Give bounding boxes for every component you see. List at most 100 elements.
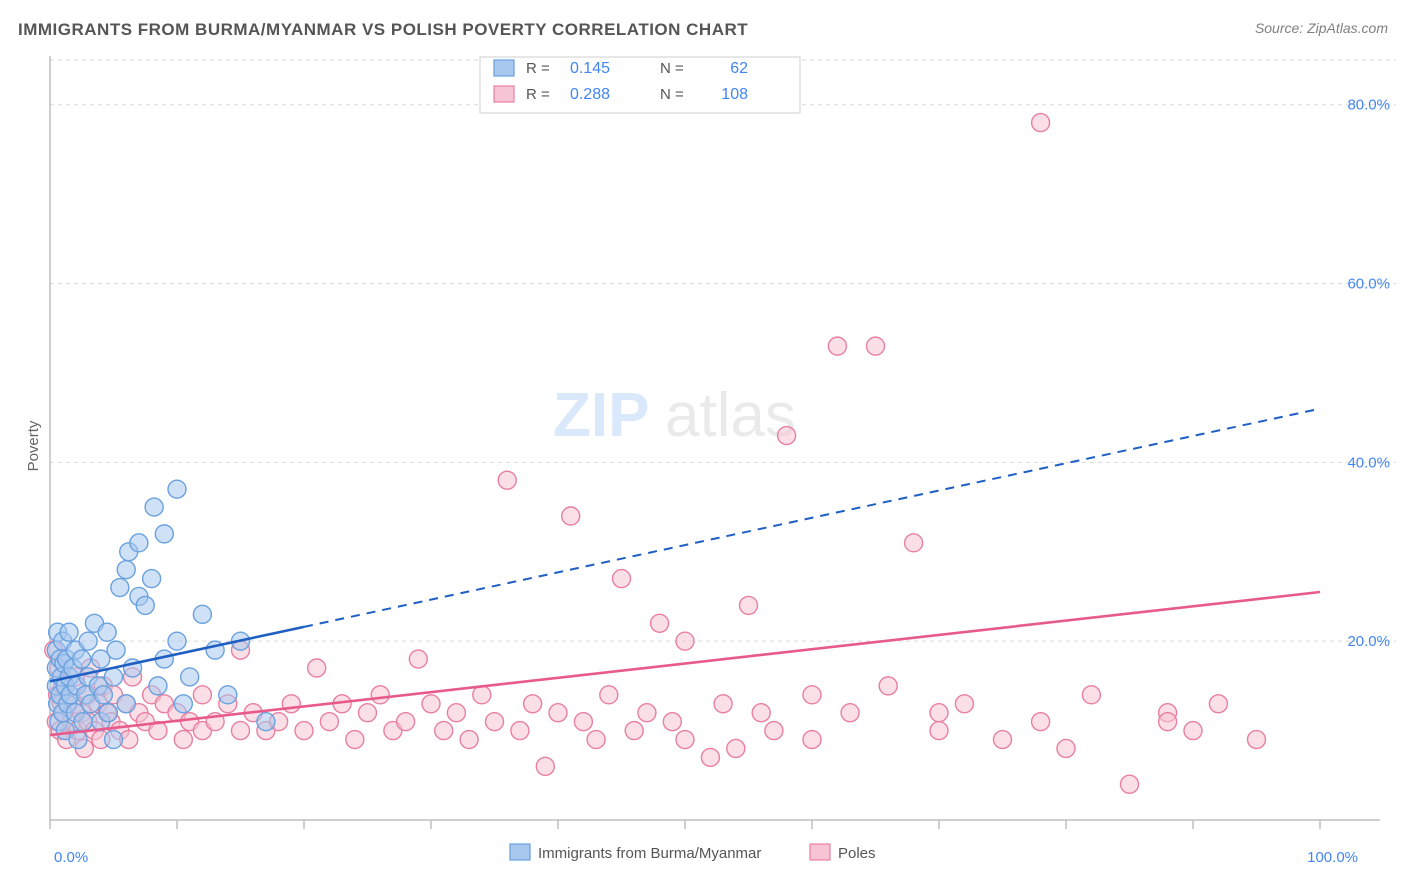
scatter-point bbox=[346, 731, 364, 749]
scatter-point bbox=[651, 614, 669, 632]
scatter-point bbox=[107, 641, 125, 659]
y-tick-label: 40.0% bbox=[1347, 454, 1390, 471]
legend-swatch bbox=[494, 60, 514, 76]
scatter-point bbox=[955, 695, 973, 713]
scatter-point bbox=[105, 668, 123, 686]
scatter-point bbox=[105, 731, 123, 749]
scatter-point bbox=[511, 722, 529, 740]
scatter-point bbox=[193, 686, 211, 704]
scatter-point bbox=[524, 695, 542, 713]
scatter-point bbox=[371, 686, 389, 704]
scatter-point bbox=[117, 561, 135, 579]
scatter-point bbox=[181, 668, 199, 686]
chart-svg: 20.0%40.0%60.0%80.0%0.0%100.0%ZIPatlasR … bbox=[0, 0, 1406, 892]
scatter-point bbox=[257, 713, 275, 731]
y-tick-label: 60.0% bbox=[1347, 276, 1390, 293]
scatter-point bbox=[397, 713, 415, 731]
scatter-point bbox=[117, 695, 135, 713]
scatter-point bbox=[1248, 731, 1266, 749]
scatter-point bbox=[409, 650, 427, 668]
scatter-point bbox=[282, 695, 300, 713]
legend-n-label: N = bbox=[660, 60, 684, 77]
legend-r-label: R = bbox=[526, 60, 550, 77]
scatter-point bbox=[98, 623, 116, 641]
bottom-legend-swatch bbox=[810, 844, 830, 860]
scatter-point bbox=[625, 722, 643, 740]
scatter-point bbox=[701, 748, 719, 766]
scatter-point bbox=[930, 704, 948, 722]
scatter-point bbox=[1032, 114, 1050, 132]
trend-line-dashed bbox=[304, 409, 1320, 627]
scatter-point bbox=[60, 623, 78, 641]
scatter-point bbox=[676, 731, 694, 749]
scatter-point bbox=[574, 713, 592, 731]
scatter-point bbox=[79, 632, 97, 650]
scatter-point bbox=[460, 731, 478, 749]
legend-n-value: 108 bbox=[721, 86, 748, 103]
scatter-point bbox=[879, 677, 897, 695]
scatter-point bbox=[136, 596, 154, 614]
scatter-point bbox=[905, 534, 923, 552]
scatter-point bbox=[562, 507, 580, 525]
y-tick-label: 20.0% bbox=[1347, 633, 1390, 650]
scatter-point bbox=[1184, 722, 1202, 740]
scatter-point bbox=[727, 739, 745, 757]
scatter-point bbox=[447, 704, 465, 722]
watermark: atlas bbox=[665, 381, 796, 450]
bottom-legend-swatch bbox=[510, 844, 530, 860]
scatter-point bbox=[1082, 686, 1100, 704]
scatter-point bbox=[174, 731, 192, 749]
legend-n-label: N = bbox=[660, 86, 684, 103]
scatter-point bbox=[473, 686, 491, 704]
watermark: ZIP bbox=[553, 381, 649, 450]
scatter-point bbox=[714, 695, 732, 713]
scatter-point bbox=[130, 534, 148, 552]
trend-line-solid bbox=[50, 592, 1320, 735]
scatter-point bbox=[168, 632, 186, 650]
scatter-point bbox=[663, 713, 681, 731]
scatter-point bbox=[232, 722, 250, 740]
scatter-point bbox=[994, 731, 1012, 749]
scatter-point bbox=[143, 570, 161, 588]
legend-n-value: 62 bbox=[730, 60, 748, 77]
scatter-point bbox=[498, 471, 516, 489]
scatter-point bbox=[295, 722, 313, 740]
x-tick-label: 0.0% bbox=[54, 849, 88, 866]
scatter-point bbox=[1121, 775, 1139, 793]
scatter-point bbox=[174, 695, 192, 713]
chart-container: IMMIGRANTS FROM BURMA/MYANMAR VS POLISH … bbox=[0, 0, 1406, 892]
bottom-legend-label: Immigrants from Burma/Myanmar bbox=[538, 845, 761, 862]
scatter-point bbox=[145, 498, 163, 516]
scatter-point bbox=[549, 704, 567, 722]
scatter-point bbox=[536, 757, 554, 775]
scatter-point bbox=[193, 605, 211, 623]
scatter-point bbox=[1209, 695, 1227, 713]
scatter-point bbox=[435, 722, 453, 740]
scatter-point bbox=[320, 713, 338, 731]
scatter-point bbox=[94, 686, 112, 704]
scatter-point bbox=[765, 722, 783, 740]
scatter-point bbox=[930, 722, 948, 740]
scatter-point bbox=[486, 713, 504, 731]
scatter-point bbox=[676, 632, 694, 650]
legend-swatch bbox=[494, 86, 514, 102]
scatter-point bbox=[308, 659, 326, 677]
scatter-point bbox=[778, 427, 796, 445]
scatter-point bbox=[613, 570, 631, 588]
scatter-point bbox=[74, 713, 92, 731]
scatter-point bbox=[168, 480, 186, 498]
legend-r-label: R = bbox=[526, 86, 550, 103]
scatter-point bbox=[828, 337, 846, 355]
legend-r-value: 0.288 bbox=[570, 86, 610, 103]
x-tick-label: 100.0% bbox=[1307, 849, 1358, 866]
scatter-point bbox=[73, 650, 91, 668]
scatter-point bbox=[638, 704, 656, 722]
scatter-point bbox=[587, 731, 605, 749]
legend-r-value: 0.145 bbox=[570, 60, 610, 77]
scatter-point bbox=[99, 704, 117, 722]
scatter-point bbox=[841, 704, 859, 722]
scatter-point bbox=[219, 686, 237, 704]
scatter-point bbox=[740, 596, 758, 614]
scatter-point bbox=[149, 677, 167, 695]
scatter-point bbox=[867, 337, 885, 355]
